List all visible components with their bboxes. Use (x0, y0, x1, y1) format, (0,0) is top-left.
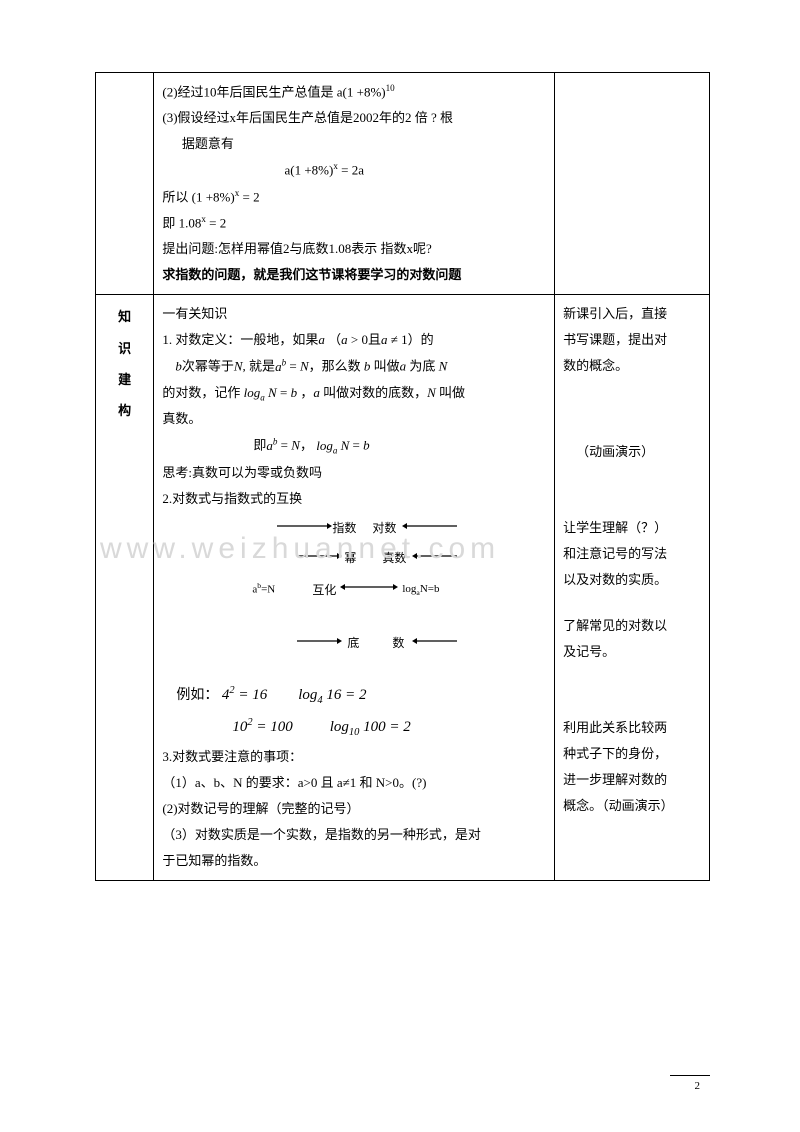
diag-zhenshu: 真数 (382, 546, 406, 570)
row2-middle: 一有关知识 1. 对数定义：一般地，如果a （a > 0且a ≠ 1）的 b次幂… (154, 295, 555, 880)
note-line: 及记号。 (563, 639, 701, 665)
note-line: 进一步理解对数的 (563, 767, 701, 793)
line: 一有关知识 (162, 301, 546, 327)
conversion-diagram: 指数 对数 幂 真数 ab=N 互化 (202, 516, 546, 676)
diag-abn: ab=N (252, 578, 275, 601)
line: 据题意有 (162, 131, 546, 157)
arrow-right-icon (297, 636, 342, 646)
row2-right: 新课引入后，直接 书写课题，提出对 数的概念。 （动画演示） 让学生理解（？） … (555, 295, 710, 880)
diag-huhua: 互化 (312, 578, 336, 602)
line: 例如： 42 = 16 log4 16 = 2 (162, 680, 546, 711)
arrow-left-icon (412, 636, 457, 646)
label-char: 知 (118, 301, 131, 332)
line: 102 = 100 log10 100 = 2 (162, 711, 546, 744)
line: a(1 +8%)x = 2a (162, 157, 546, 183)
line: 于已知幂的指数。 (162, 848, 546, 874)
note-line: 数的概念。 (563, 353, 701, 379)
double-arrow-icon (340, 582, 398, 592)
note-line: 利用此关系比较两 (563, 715, 701, 741)
arrow-left-icon (402, 521, 457, 531)
table-row: (2)经过10年后国民生产总值是 a(1 +8%)10 (3)假设经过x年后国民… (96, 73, 710, 295)
note-line: （动画演示） (563, 439, 701, 465)
diag-mi: 幂 (344, 546, 356, 570)
label-char: 建 (118, 364, 131, 395)
line: (2)经过10年后国民生产总值是 a(1 +8%)10 (162, 79, 546, 105)
row1-middle: (2)经过10年后国民生产总值是 a(1 +8%)10 (3)假设经过x年后国民… (154, 73, 555, 295)
line: 即 1.08x = 2 (162, 210, 546, 236)
line: 思考:真数可以为零或负数吗 (162, 460, 546, 486)
line: (3)假设经过x年后国民生产总值是2002年的2 倍 ? 根 (162, 105, 546, 131)
page-num-line (670, 1075, 710, 1076)
note-line: 以及对数的实质。 (563, 567, 701, 593)
row1-label (96, 73, 154, 295)
diag-shu: 数 (392, 631, 404, 655)
table-row: 知 识 建 构 一有关知识 1. 对数定义：一般地，如果a （a > 0且a ≠… (96, 295, 710, 880)
line: (2)对数记号的理解（完整的记号） (162, 796, 546, 822)
line: 2.对数式与指数式的互换 (162, 486, 546, 512)
line: 即ab = N， loga N = b (162, 432, 546, 459)
line: 真数。 (162, 406, 546, 432)
line: 1. 对数定义：一般地，如果a （a > 0且a ≠ 1）的 (162, 327, 546, 353)
bold-line: 求指数的问题，就是我们这节课将要学习的对数问题 (162, 262, 546, 288)
line: 3.对数式要注意的事项： (162, 744, 546, 770)
line: b次幂等于N, 就是ab = N，那么数 b 叫做a 为底 N (162, 353, 546, 379)
arrow-left-icon (412, 551, 457, 561)
lesson-table: (2)经过10年后国民生产总值是 a(1 +8%)10 (3)假设经过x年后国民… (95, 72, 710, 881)
note-line: 书写课题，提出对 (563, 327, 701, 353)
line: 提出问题:怎样用幂值2与底数1.08表示 指数x呢? (162, 236, 546, 262)
line: （3）对数实质是一个实数，是指数的另一种形式，是对 (162, 822, 546, 848)
arrow-right-icon (297, 551, 342, 561)
diag-di: 底 (347, 631, 359, 655)
note-line: 新课引入后，直接 (563, 301, 701, 327)
note-line: 让学生理解（？） (563, 515, 701, 541)
row1-right (555, 73, 710, 295)
arrow-right-icon (277, 521, 332, 531)
line: 的对数，记作 loga N = b ，a 叫做对数的底数，N 叫做 (162, 380, 546, 407)
note-line: 和注意记号的写法 (563, 541, 701, 567)
note-line: 种式子下的身份， (563, 741, 701, 767)
diag-logn: logaN=b (402, 578, 439, 601)
page-number: 2 (695, 1080, 701, 1092)
label-char: 构 (118, 395, 131, 426)
note-line: 概念。（动画演示） (563, 793, 701, 819)
row2-label: 知 识 建 构 (96, 295, 154, 880)
diag-zhishu: 指数 (332, 516, 356, 540)
note-line: 了解常见的对数以 (563, 613, 701, 639)
line: （1）a、b、N 的要求：a>0 且 a≠1 和 N>0。(?) (162, 770, 546, 796)
line: 所以 (1 +8%)x = 2 (162, 184, 546, 210)
diag-duishu: 对数 (372, 516, 396, 540)
label-char: 识 (118, 333, 131, 364)
